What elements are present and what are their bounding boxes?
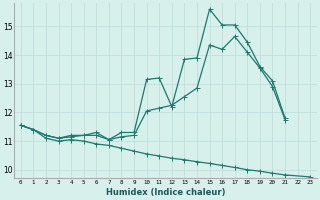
X-axis label: Humidex (Indice chaleur): Humidex (Indice chaleur) (106, 188, 225, 197)
